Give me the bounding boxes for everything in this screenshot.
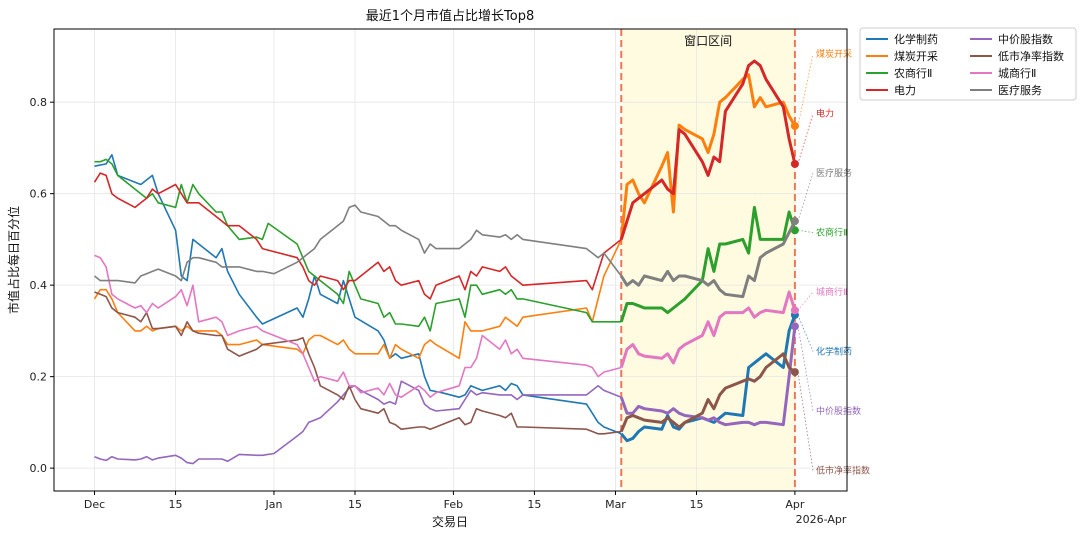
legend-frame bbox=[859, 27, 1077, 101]
chart-title: 最近1个月市值占比增长Top8 bbox=[366, 8, 534, 24]
legend-label-医疗服务: 医疗服务 bbox=[998, 83, 1042, 97]
y-tick-label: 0.8 bbox=[30, 96, 48, 109]
end-label-煤炭开采: 煤炭开采 bbox=[816, 48, 852, 60]
window-label: 窗口区间 bbox=[684, 34, 732, 48]
x-axis-offset-label: 2026-Apr bbox=[796, 513, 847, 526]
axes: 0.0 0.2 0.4 0.6 0.8 Dec 15 Jan 15 Feb 15 Mar 15 Apr bbox=[30, 96, 805, 511]
y-tick-label: 0.2 bbox=[30, 371, 48, 384]
legend-label-农商行Ⅱ: 农商行Ⅱ bbox=[894, 66, 932, 80]
end-label-leader bbox=[797, 172, 814, 222]
x-tick-label: 15 bbox=[690, 498, 704, 511]
series-line-低市净率指数 bbox=[94, 291, 622, 435]
legend-label-煤炭开采: 煤炭开采 bbox=[894, 50, 938, 63]
series-line-中价股指数 bbox=[94, 380, 622, 465]
legend-label-低市净率指数: 低市净率指数 bbox=[998, 49, 1064, 63]
end-label-农商行Ⅱ: 农商行Ⅱ bbox=[816, 227, 847, 239]
series-line-window-电力 bbox=[619, 59, 797, 240]
x-tick-label: 15 bbox=[527, 498, 541, 511]
series-end-point-中价股指数 bbox=[790, 322, 799, 331]
series-line-化学制药 bbox=[94, 154, 622, 435]
series-line-window-农商行Ⅱ bbox=[619, 205, 797, 323]
y-axis-title: 市值占比每日百分位 bbox=[6, 206, 21, 314]
y-tick-label: 0.0 bbox=[30, 462, 48, 475]
end-label-leader bbox=[797, 229, 814, 233]
x-tick-label: 15 bbox=[169, 498, 183, 511]
legend-label-中价股指数: 中价股指数 bbox=[998, 32, 1053, 46]
series-line-window-低市净率指数 bbox=[619, 352, 796, 433]
end-label-医疗服务: 医疗服务 bbox=[816, 167, 852, 179]
series-line-window-煤炭开采 bbox=[619, 73, 797, 240]
series-line-城商行Ⅱ bbox=[94, 254, 622, 399]
series-end-point-城商行Ⅱ bbox=[790, 306, 799, 315]
series-line-医疗服务 bbox=[94, 204, 622, 284]
x-tick-label: Feb bbox=[444, 498, 463, 511]
end-label-leader bbox=[797, 291, 814, 311]
series-line-window-城商行Ⅱ bbox=[619, 290, 797, 368]
series-line-农商行Ⅱ bbox=[94, 158, 622, 332]
series-line-window-医疗服务 bbox=[620, 220, 797, 299]
series-line-电力 bbox=[93, 172, 622, 300]
end-label-leader bbox=[797, 326, 814, 412]
x-tick-label: Jan bbox=[264, 498, 282, 511]
end-label-leader bbox=[797, 372, 814, 471]
end-label-城商行Ⅱ: 城商行Ⅱ bbox=[816, 286, 847, 298]
end-label-低市净率指数: 低市净率指数 bbox=[816, 464, 870, 476]
plot-frame bbox=[53, 28, 848, 492]
x-tick-label: Dec bbox=[84, 498, 105, 511]
end-label-电力: 电力 bbox=[816, 108, 834, 120]
x-tick-label: Mar bbox=[605, 498, 626, 511]
series-end-point-电力 bbox=[790, 159, 799, 168]
end-label-化学制药: 化学制药 bbox=[816, 345, 852, 357]
series-end-point-医疗服务 bbox=[790, 217, 799, 226]
x-tick-label: Apr bbox=[785, 498, 805, 511]
legend-label-电力: 电力 bbox=[894, 84, 916, 97]
series-end-point-煤炭开采 bbox=[790, 121, 799, 130]
x-tick-label: 15 bbox=[348, 498, 362, 511]
series-lines: 窗口区间 bbox=[93, 29, 799, 491]
grid bbox=[54, 29, 847, 491]
legend-label-城商行Ⅱ: 城商行Ⅱ bbox=[998, 66, 1036, 80]
legend-label-化学制药: 化学制药 bbox=[894, 32, 938, 46]
series-line-window-中价股指数 bbox=[619, 326, 797, 427]
end-label-leader bbox=[797, 314, 814, 352]
y-tick-label: 0.4 bbox=[30, 279, 48, 292]
end-label-中价股指数: 中价股指数 bbox=[816, 405, 861, 417]
y-tick-label: 0.6 bbox=[30, 188, 48, 201]
x-axis-title: 交易日 bbox=[432, 514, 468, 529]
series-end-point-低市净率指数 bbox=[790, 368, 799, 377]
